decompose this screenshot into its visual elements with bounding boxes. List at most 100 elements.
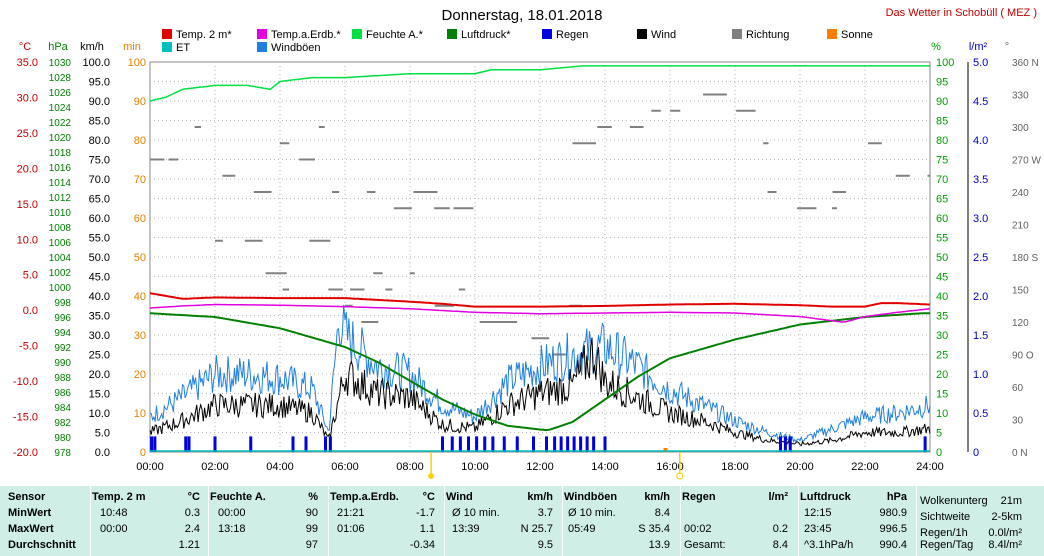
stats-divider: [798, 486, 799, 556]
rain-bar: [788, 436, 792, 452]
weather-chart: Donnerstag, 18.01.2018 Das Wetter in Sch…: [13, 7, 1041, 480]
lm2-tick-label: 1.0: [973, 369, 988, 381]
legend-label: Windböen: [271, 42, 321, 54]
stats-extra-label: Regen/1h: [920, 527, 968, 539]
rain-bar: [441, 436, 444, 452]
stats-value: 1.1: [419, 523, 435, 535]
kmh-tick-label: 25.0: [89, 350, 110, 362]
stats-time: 00:02: [684, 523, 712, 535]
deg-tick-label: 330: [1012, 91, 1029, 102]
pct-tick-label: 100: [936, 57, 954, 69]
lm2-tick-label: 2.5: [973, 252, 988, 264]
rain-bar: [779, 436, 782, 452]
rain-bar: [450, 436, 454, 452]
legend-swatch: [447, 29, 457, 39]
kmh-tick-label: 50.0: [89, 252, 110, 264]
deg-tick-label: 240: [1012, 188, 1029, 199]
stats-header: Wind: [446, 491, 473, 503]
legend-swatch: [542, 29, 552, 39]
stats-value: 8.4: [654, 507, 670, 519]
hpa-tick-label: 1020: [49, 133, 72, 144]
pct-tick-label: 90: [936, 96, 948, 108]
temp-tick-label: 5.0: [23, 270, 38, 282]
rain-bar: [249, 436, 253, 452]
pct-tick-label: 20: [936, 369, 948, 381]
pct-tick-label: 40: [936, 291, 948, 303]
rain-bar: [324, 436, 327, 452]
time-tick-label: 08:00: [396, 461, 424, 473]
rain-bar: [566, 436, 570, 452]
hpa-tick-label: 1022: [49, 118, 72, 129]
time-tick-label: 14:00: [591, 461, 619, 473]
temp-tick-label: 30.0: [17, 92, 38, 104]
deg-tick-label: 180 S: [1012, 253, 1038, 264]
chart-title: Donnerstag, 18.01.2018: [442, 7, 603, 24]
stats-divider: [680, 486, 681, 556]
deg-tick-label: 360 N: [1012, 58, 1039, 69]
stats-header: Feuchte A.: [210, 491, 266, 503]
unit-hpa: hPa: [48, 41, 68, 53]
legend: Temp. 2 m* Temp.a.Erdb.* Feuchte A.* Luftdr…: [162, 29, 873, 54]
rain-bar: [467, 436, 470, 452]
kmh-tick-label: 60.0: [89, 213, 110, 225]
min-tick-label: 60: [134, 213, 146, 225]
unit-deg: °: [1005, 41, 1009, 53]
time-tick-label: 20:00: [786, 461, 814, 473]
kmh-tick-label: 20.0: [89, 369, 110, 381]
kmh-tick-label: 35.0: [89, 311, 110, 323]
rain-bar: [184, 436, 188, 452]
deg-tick-label: 300: [1012, 123, 1029, 134]
time-tick-label: 18:00: [721, 461, 749, 473]
lm2-tick-label: 3.0: [973, 213, 988, 225]
stats-value: 99: [305, 523, 318, 535]
lm2-tick-label: 3.5: [973, 174, 988, 186]
legend-label: Sonne: [841, 29, 873, 41]
stats-header: Windböen: [564, 491, 618, 503]
rain-bar: [491, 436, 495, 452]
stats-time: 13:18: [218, 523, 246, 535]
stats-divider: [444, 486, 445, 556]
temp-tick-label: 20.0: [17, 163, 38, 175]
unit-kmh: km/h: [80, 41, 104, 53]
kmh-tick-label: 65.0: [89, 194, 110, 206]
legend-swatch: [257, 42, 267, 52]
legend-label: Richtung: [746, 29, 789, 41]
stats-time: 01:06: [337, 523, 365, 535]
rain-bar: [291, 436, 295, 452]
stats-value: 13.9: [648, 539, 670, 551]
lm2-tick-label: 5.0: [973, 57, 988, 69]
legend-swatch: [162, 42, 172, 52]
min-tick-label: 80: [134, 135, 146, 147]
pct-tick-label: 45: [936, 272, 948, 284]
stats-unit: km/h: [527, 491, 553, 503]
series-wind: [149, 337, 931, 447]
series-layer: [149, 65, 931, 452]
rain-bar: [923, 436, 927, 452]
rain-bar: [153, 436, 157, 452]
legend-label: Regen: [556, 29, 588, 41]
kmh-tick-label: 5.0: [95, 428, 110, 440]
stats-time: Ø 10 min.: [452, 507, 500, 519]
stats-time: 10:48: [100, 507, 128, 519]
hpa-tick-label: 1002: [49, 268, 72, 279]
time-tick-label: 16:00: [656, 461, 684, 473]
pct-tick-label: 5: [936, 428, 942, 440]
deg-tick-label: 150: [1012, 286, 1029, 297]
stats-time: 21:21: [337, 507, 365, 519]
stats-header: Sensor: [8, 491, 46, 503]
series-temp-erdb: [149, 303, 931, 323]
time-tick-label: 00:00: [136, 461, 164, 473]
hpa-tick-label: 1024: [49, 103, 72, 114]
time-tick-label: 04:00: [266, 461, 294, 473]
hpa-tick-label: 1018: [49, 148, 72, 159]
temp-tick-label: 15.0: [17, 199, 38, 211]
pct-tick-label: 30: [936, 330, 948, 342]
lm2-tick-label: 1.5: [973, 330, 988, 342]
deg-tick-label: 30: [1012, 416, 1024, 427]
hpa-tick-label: 998: [54, 298, 71, 309]
time-tick-label: 22:00: [851, 461, 879, 473]
rain-bar: [458, 436, 462, 452]
stats-value: 97: [305, 539, 318, 551]
hpa-tick-label: 1026: [49, 88, 72, 99]
